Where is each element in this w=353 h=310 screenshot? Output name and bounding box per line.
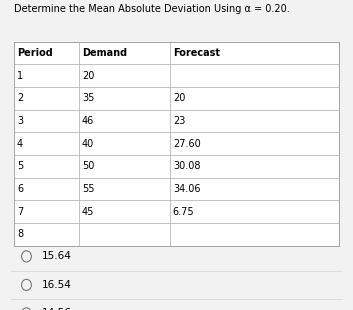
Text: 2: 2 xyxy=(17,93,23,104)
Text: 27.60: 27.60 xyxy=(173,139,201,149)
Bar xyxy=(14,42,339,246)
Text: Period: Period xyxy=(17,48,53,58)
Text: 1: 1 xyxy=(17,71,23,81)
Text: 46: 46 xyxy=(82,116,94,126)
Text: 15.64: 15.64 xyxy=(42,251,72,261)
Text: Demand: Demand xyxy=(82,48,127,58)
Text: 55: 55 xyxy=(82,184,94,194)
Text: 6: 6 xyxy=(17,184,23,194)
Text: 7: 7 xyxy=(17,206,23,217)
Text: Forecast: Forecast xyxy=(173,48,220,58)
Text: Determine the Mean Absolute Deviation Using α = 0.20.: Determine the Mean Absolute Deviation Us… xyxy=(14,4,290,14)
Text: 20: 20 xyxy=(82,71,94,81)
Text: 8: 8 xyxy=(17,229,23,239)
Text: 50: 50 xyxy=(82,161,94,171)
Text: 16.54: 16.54 xyxy=(42,280,72,290)
Text: 14.56: 14.56 xyxy=(42,308,72,310)
Text: 30.08: 30.08 xyxy=(173,161,201,171)
Text: 40: 40 xyxy=(82,139,94,149)
Text: 35: 35 xyxy=(82,93,94,104)
Text: 45: 45 xyxy=(82,206,94,217)
Text: 6.75: 6.75 xyxy=(173,206,195,217)
Text: 5: 5 xyxy=(17,161,23,171)
Text: 34.06: 34.06 xyxy=(173,184,201,194)
Text: 4: 4 xyxy=(17,139,23,149)
Text: 20: 20 xyxy=(173,93,185,104)
Text: 3: 3 xyxy=(17,116,23,126)
Text: 23: 23 xyxy=(173,116,185,126)
